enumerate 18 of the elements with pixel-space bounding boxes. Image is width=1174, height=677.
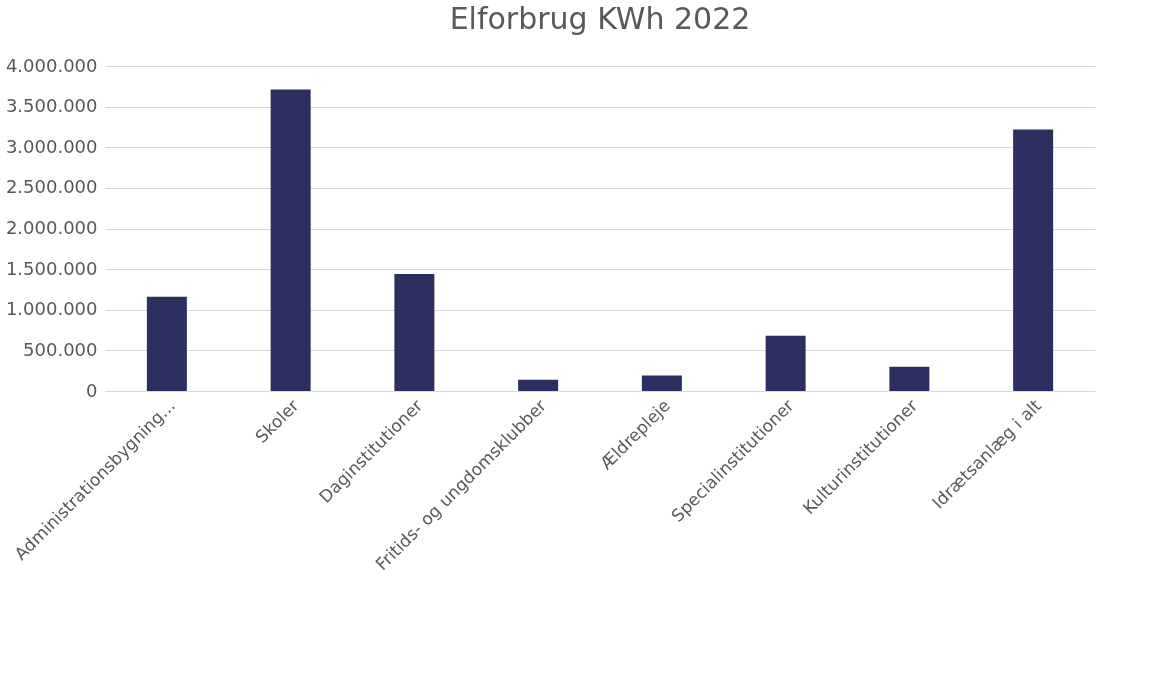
y-tick-label: 4.000.000 xyxy=(5,54,98,76)
y-tick-label: 2.000.000 xyxy=(5,217,98,238)
bar xyxy=(146,296,187,391)
y-tick-label: 0 xyxy=(86,379,98,401)
y-tick-label: 1.500.000 xyxy=(5,257,98,279)
bar xyxy=(394,274,435,391)
y-tick-label: 500.000 xyxy=(23,338,98,360)
bar xyxy=(1013,129,1054,391)
bar xyxy=(641,375,682,391)
bar xyxy=(765,335,806,391)
y-tick-label: 2.500.000 xyxy=(5,176,98,198)
bar xyxy=(889,366,930,391)
y-tick-label: 3.500.000 xyxy=(5,95,98,117)
y-tick-label: 1.000.000 xyxy=(5,298,98,320)
bar xyxy=(518,379,559,391)
y-tick-label: 3.000.000 xyxy=(5,135,98,157)
bar xyxy=(270,89,311,391)
chart-title: Elforbrug KWh 2022 xyxy=(449,1,751,36)
